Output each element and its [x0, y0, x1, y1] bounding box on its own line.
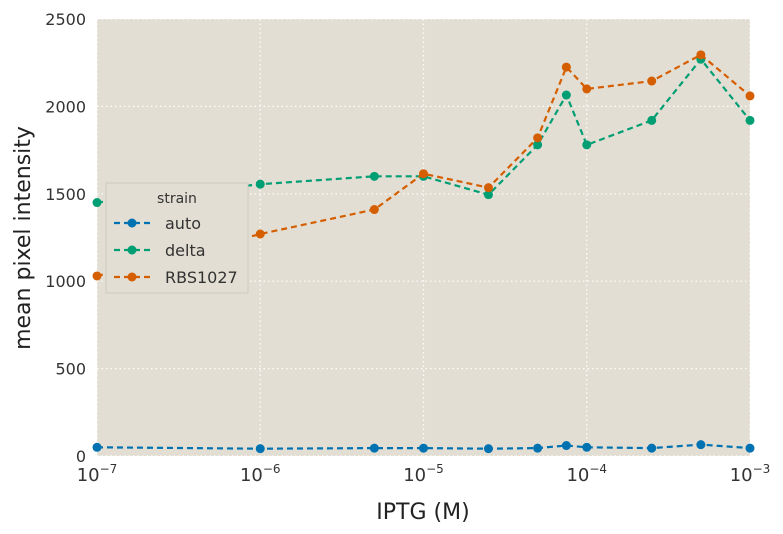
data-point — [561, 441, 571, 451]
data-point — [647, 443, 657, 453]
legend-entry: auto — [114, 214, 201, 233]
data-point — [696, 50, 706, 60]
legend-marker — [127, 272, 137, 282]
y-tick-label: 2000 — [45, 97, 86, 116]
data-point — [92, 442, 102, 452]
y-tick-label: 1000 — [45, 272, 86, 291]
y-tick-label: 2500 — [45, 10, 86, 29]
data-point — [419, 169, 428, 179]
data-point — [369, 205, 379, 215]
legend-entries: auto delta RBS1027 — [114, 214, 238, 287]
x-tick-label: 10−5 — [403, 462, 444, 486]
data-point — [483, 183, 493, 193]
legend-label: auto — [165, 214, 201, 233]
data-point — [369, 171, 379, 181]
series-auto — [92, 440, 755, 454]
x-tick-label: 10−7 — [77, 462, 118, 486]
legend-marker — [127, 245, 137, 255]
data-point — [582, 140, 592, 150]
legend-label: RBS1027 — [165, 268, 238, 287]
y-tick-label: 0 — [76, 447, 86, 466]
data-point — [561, 62, 571, 72]
x-tick-label: 10−3 — [730, 462, 771, 486]
series-rbs1027 — [92, 50, 755, 281]
data-point — [582, 442, 592, 452]
x-tick-label: 10−4 — [566, 462, 607, 486]
x-tick-labels: 10−7 10−6 10−5 10−4 10−3 — [77, 462, 771, 486]
data-point — [92, 198, 102, 208]
data-point — [745, 115, 755, 125]
data-point — [255, 444, 265, 454]
y-tick-label: 500 — [55, 360, 86, 379]
data-point — [533, 140, 543, 150]
y-tick-labels: 0 500 1000 1500 2000 2500 — [45, 10, 86, 466]
data-point — [561, 90, 571, 100]
data-point — [647, 115, 657, 125]
series-delta — [92, 54, 755, 208]
data-point — [647, 76, 657, 86]
legend-label: delta — [165, 241, 206, 260]
data-point — [92, 271, 102, 281]
data-point — [483, 190, 493, 200]
legend-title: strain — [157, 191, 197, 207]
data-point — [419, 443, 428, 453]
data-point — [533, 443, 543, 453]
x-axis-label: IPTG (M) — [376, 500, 469, 525]
legend-marker — [127, 218, 137, 228]
series-layer — [92, 50, 755, 454]
data-point — [696, 440, 706, 450]
data-point — [255, 229, 265, 239]
data-point — [369, 443, 379, 453]
data-point — [745, 443, 755, 453]
legend-entry: RBS1027 — [114, 268, 238, 287]
legend: strain auto delta RBS1027 — [105, 182, 249, 294]
data-point — [483, 444, 493, 454]
legend-entry: delta — [114, 241, 206, 260]
data-point — [582, 84, 592, 94]
y-tick-label: 1500 — [45, 185, 86, 204]
y-axis-label: mean pixel intensity — [11, 126, 36, 350]
data-point — [255, 179, 265, 189]
x-tick-label: 10−6 — [240, 462, 281, 486]
data-point — [745, 91, 755, 101]
data-point — [533, 133, 543, 143]
